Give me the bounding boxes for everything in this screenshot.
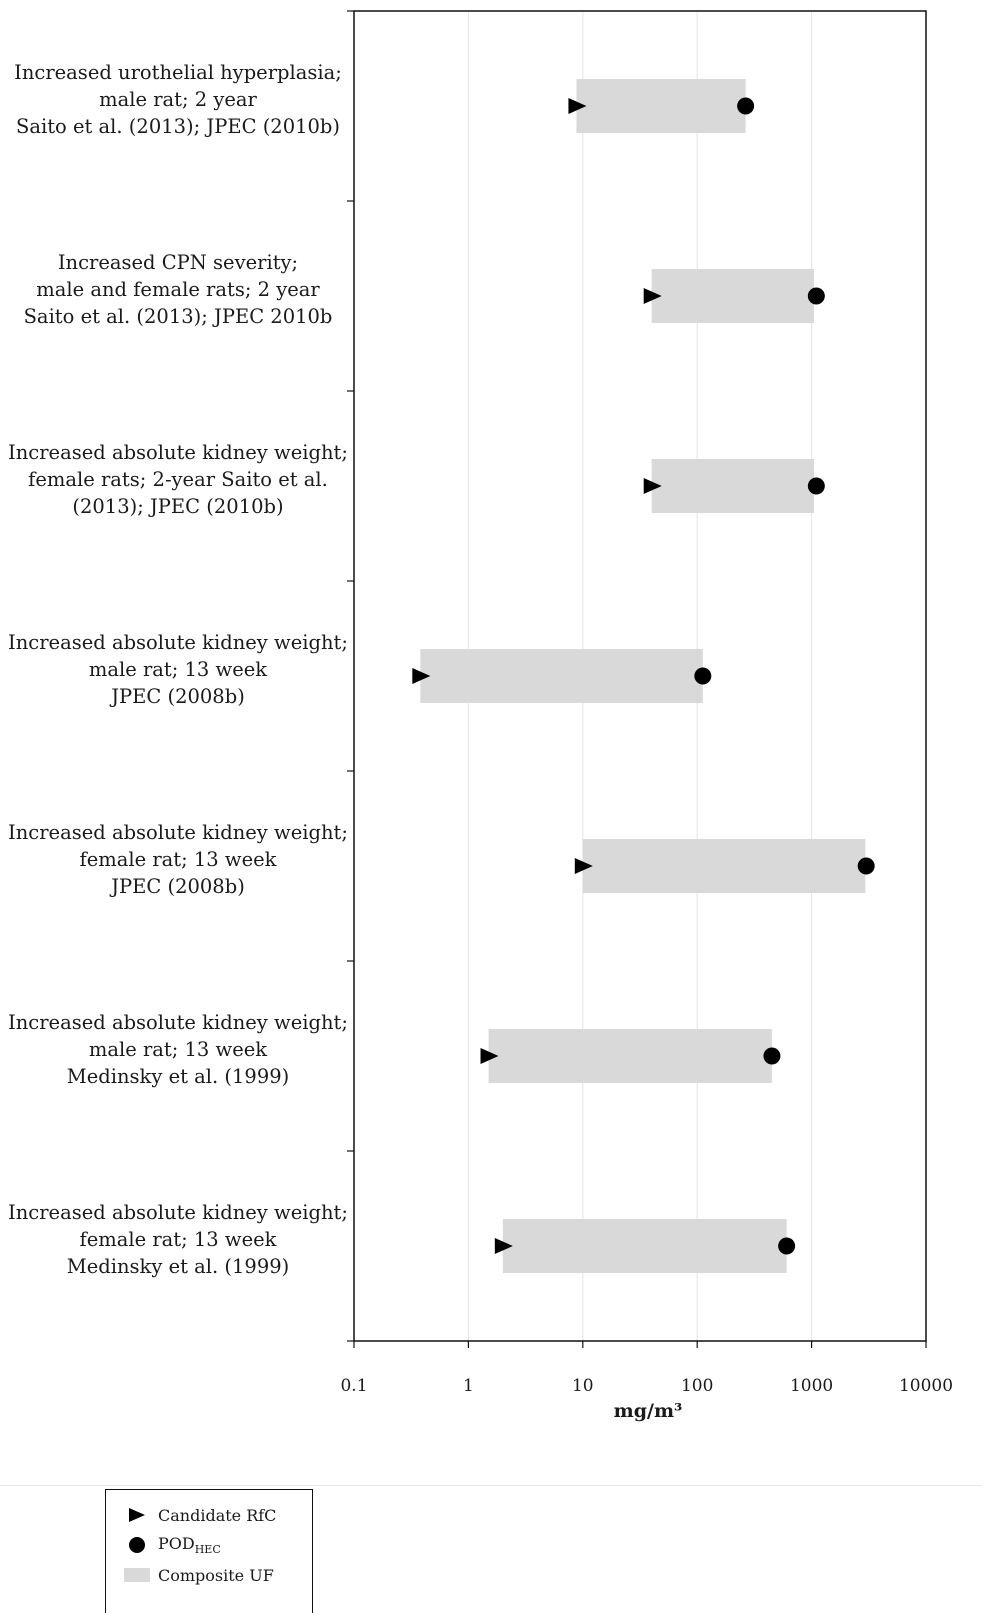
category-label: Increased urothelial hyperplasia; <box>14 61 342 84</box>
category-label: female rat; 13 week <box>80 848 277 871</box>
x-tick-label: 1 <box>463 1376 474 1396</box>
pod-hec-marker <box>737 97 755 115</box>
category-label: Medinsky et al. (1999) <box>67 1255 290 1278</box>
chart-legend: Candidate RfC PODHEC Composite UF <box>105 1489 313 1613</box>
circle-icon <box>129 1537 145 1553</box>
legend-label-candidate-rfc: Candidate RfC <box>158 1505 277 1525</box>
composite-uf-bar <box>651 459 815 513</box>
category-label: Increased absolute kidney weight; <box>8 1011 348 1034</box>
composite-uf-bar <box>582 839 866 893</box>
legend-item-candidate-rfc: Candidate RfC <box>124 1503 276 1527</box>
category-label: Increased CPN severity; <box>58 251 298 274</box>
legend-item-composite-uf: Composite UF <box>124 1563 274 1587</box>
category-label: Increased absolute kidney weight; <box>8 821 348 844</box>
candidate-rfc-marker <box>480 1048 499 1064</box>
plot-frame <box>353 10 927 1342</box>
x-tick-label: 10000 <box>899 1376 953 1396</box>
pod-hec-marker <box>857 857 875 875</box>
candidate-rfc-marker <box>643 478 662 494</box>
category-label: female rat; 13 week <box>80 1228 277 1251</box>
legend-label-hec-sub: HEC <box>194 1543 221 1557</box>
legend-label-pod: POD <box>158 1533 195 1553</box>
range-dot-chart: 0.1 1 10 100 1000 10000 mg/m³ Increased urothel… <box>8 10 953 1422</box>
composite-uf-bar <box>651 269 815 323</box>
category-label: JPEC (2008b) <box>109 875 245 898</box>
pod-hec-marker <box>763 1047 781 1065</box>
x-tick-label: 10 <box>572 1376 594 1396</box>
pod-hec-marker <box>807 477 825 495</box>
legend-label-pod-hec: PODHEC <box>158 1534 221 1556</box>
pod-hec-marker <box>694 667 712 685</box>
category-label: Increased absolute kidney weight; <box>8 441 348 464</box>
legend-label-composite-uf: Composite UF <box>158 1565 274 1585</box>
candidate-rfc-marker <box>643 288 662 304</box>
category-label: male and female rats; 2 year <box>36 278 320 301</box>
candidate-rfc-marker <box>574 858 593 874</box>
x-axis-title: mg/m³ <box>614 1400 683 1422</box>
pod-hec-marker <box>778 1237 796 1255</box>
category-label: Medinsky et al. (1999) <box>67 1065 290 1088</box>
category-label: Saito et al. (2013); JPEC 2010b <box>24 305 333 328</box>
candidate-rfc-marker <box>568 98 587 114</box>
x-tick-label: 0.1 <box>340 1376 367 1396</box>
gray-bar-icon <box>124 1568 150 1582</box>
category-label: JPEC (2008b) <box>109 685 245 708</box>
category-label: male rat; 13 week <box>89 1038 267 1061</box>
category-label: Saito et al. (2013); JPEC (2010b) <box>16 115 340 138</box>
composite-uf-bar <box>576 79 746 133</box>
composite-uf-bar <box>488 1029 772 1083</box>
legend-item-pod-hec: PODHEC <box>124 1533 221 1557</box>
category-label: male rat; 13 week <box>89 658 267 681</box>
category-label: (2013); JPEC (2010b) <box>72 495 283 518</box>
candidate-rfc-marker <box>494 1238 513 1254</box>
category-label: Increased absolute kidney weight; <box>8 1201 348 1224</box>
triangle-right-icon <box>129 1508 145 1522</box>
category-label: Increased absolute kidney weight; <box>8 631 348 654</box>
pod-hec-marker <box>807 287 825 305</box>
x-tick-label: 100 <box>681 1376 713 1396</box>
x-tick-label: 1000 <box>790 1376 833 1396</box>
composite-uf-bar <box>502 1219 787 1273</box>
category-label: male rat; 2 year <box>99 88 257 111</box>
composite-uf-bar <box>420 649 703 703</box>
candidate-rfc-marker <box>412 668 431 684</box>
category-label: female rats; 2-year Saito et al. <box>28 468 328 491</box>
legend-separator <box>0 1485 982 1486</box>
